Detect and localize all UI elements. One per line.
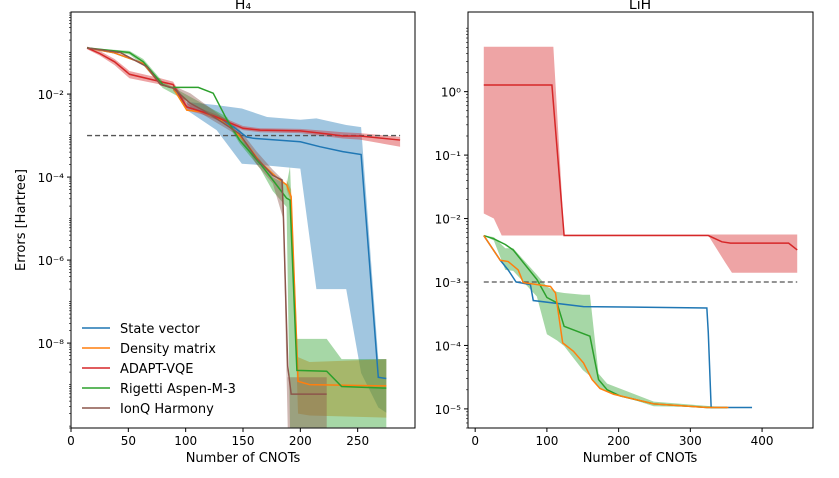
x-axis-label: Number of CNOTs — [186, 451, 301, 466]
band-rigetti-aspen-m-3 — [483, 235, 727, 408]
line-adapt-vqe — [483, 84, 798, 251]
line-rigetti-aspen-m-3 — [86, 47, 387, 389]
x-tick-label: 300 — [679, 434, 702, 448]
legend-item: IonQ Harmony — [82, 402, 214, 417]
x-tick-label: 250 — [346, 434, 369, 448]
h4-title: H₄ — [235, 0, 252, 13]
x-tick-label: 100 — [535, 434, 558, 448]
band-state-vector — [186, 101, 387, 413]
x-tick-label: 0 — [471, 434, 479, 448]
plot-area — [483, 46, 798, 409]
x-axis-label: Number of CNOTs — [583, 451, 698, 466]
legend-label: ADAPT-VQE — [120, 362, 193, 377]
legend-label: Density matrix — [120, 342, 216, 357]
x-tick-label: 100 — [174, 434, 197, 448]
h4-panel: H₄ Number of CNOTs Errors [Hartree] 0 50 1… — [14, 0, 416, 466]
plot-area — [86, 46, 401, 428]
legend: State vector Density matrix ADAPT-VQE Riget… — [82, 322, 236, 417]
lih-panel: LiH Number of CNOTs 0 100 200 300 400 10⁰ 10⁻¹… — [435, 0, 814, 466]
legend-item: Rigetti Aspen-M-3 — [82, 382, 236, 397]
y-tick-label: 10⁻⁸ — [38, 337, 65, 351]
band-ionq-harmony — [173, 85, 327, 428]
line-ionq-harmony — [86, 47, 327, 395]
line-density-matrix — [483, 235, 729, 409]
legend-label: State vector — [120, 322, 200, 337]
x-tick-label: 50 — [121, 434, 136, 448]
x-tick-label: 400 — [751, 434, 774, 448]
y-tick-label: 10⁻⁴ — [38, 171, 65, 185]
y-tick-label: 10⁰ — [441, 86, 461, 100]
legend-item: ADAPT-VQE — [82, 362, 193, 377]
x-tick-label: 200 — [289, 434, 312, 448]
y-tick-label: 10⁻² — [435, 213, 462, 227]
lih-title: LiH — [629, 0, 651, 13]
band-density-matrix — [286, 180, 387, 418]
x-tick-label: 0 — [67, 434, 75, 448]
legend-label: Rigetti Aspen-M-3 — [120, 382, 236, 397]
y-tick-label: 10⁻⁴ — [435, 339, 462, 353]
y-tick-label: 10⁻⁵ — [435, 403, 462, 417]
line-adapt-vqe — [86, 47, 401, 141]
x-tick-label: 150 — [232, 434, 255, 448]
y-tick-label: 10⁻² — [38, 88, 65, 102]
band-rigetti-aspen-m-3 — [87, 47, 387, 428]
band-adapt-vqe — [483, 46, 798, 273]
line-state-vector — [483, 235, 753, 409]
y-axis-label: Errors [Hartree] — [14, 169, 29, 271]
axes-frame — [467, 11, 814, 429]
y-tick-label: 10⁻³ — [435, 276, 462, 290]
legend-item: State vector — [82, 322, 200, 337]
x-tick-label: 200 — [607, 434, 630, 448]
y-tick-label: 10⁻⁶ — [38, 254, 65, 268]
y-tick-label: 10⁻¹ — [435, 149, 462, 163]
legend-label: IonQ Harmony — [120, 402, 214, 417]
legend-item: Density matrix — [82, 342, 216, 357]
